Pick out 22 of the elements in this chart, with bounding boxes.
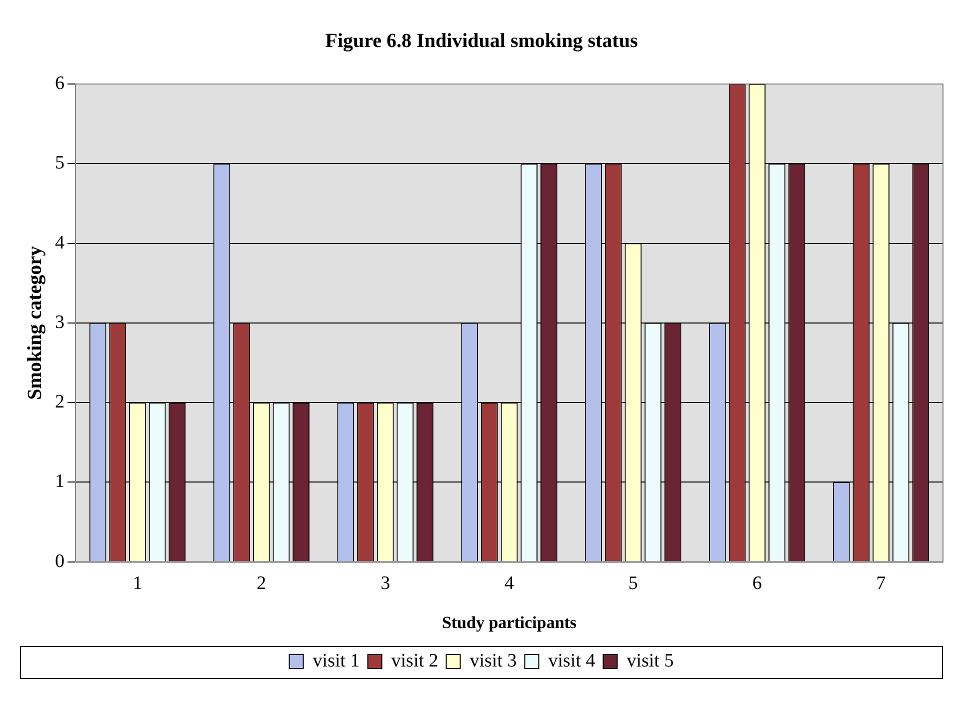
x-axis-title: Study participants (442, 613, 577, 632)
legend-label: visit 4 (548, 650, 596, 672)
x-tick-label: 3 (380, 573, 390, 594)
y-axis-title: Smoking category (24, 246, 46, 400)
x-tick-label: 4 (504, 573, 514, 594)
y-tick-label: 3 (55, 312, 64, 333)
y-tick-label: 1 (55, 471, 64, 492)
legend-label: visit 1 (312, 650, 360, 672)
y-tick-label: 5 (55, 152, 64, 174)
legend-label: visit 5 (626, 650, 674, 672)
y-tick-label: 2 (55, 392, 64, 413)
x-tick-label: 5 (628, 573, 638, 594)
x-tick-label: 1 (132, 573, 142, 594)
legend-label: visit 2 (391, 650, 438, 672)
y-tick-label: 0 (55, 550, 64, 572)
x-tick-label: 6 (752, 573, 762, 594)
y-tick-label: 4 (55, 232, 65, 254)
x-tick-label: 2 (256, 573, 266, 594)
legend-label: visit 3 (470, 650, 517, 672)
chart-title: Figure 6.8 Individual smoking status (325, 30, 638, 52)
x-tick-label: 7 (876, 573, 886, 594)
y-tick-label: 6 (55, 72, 64, 94)
